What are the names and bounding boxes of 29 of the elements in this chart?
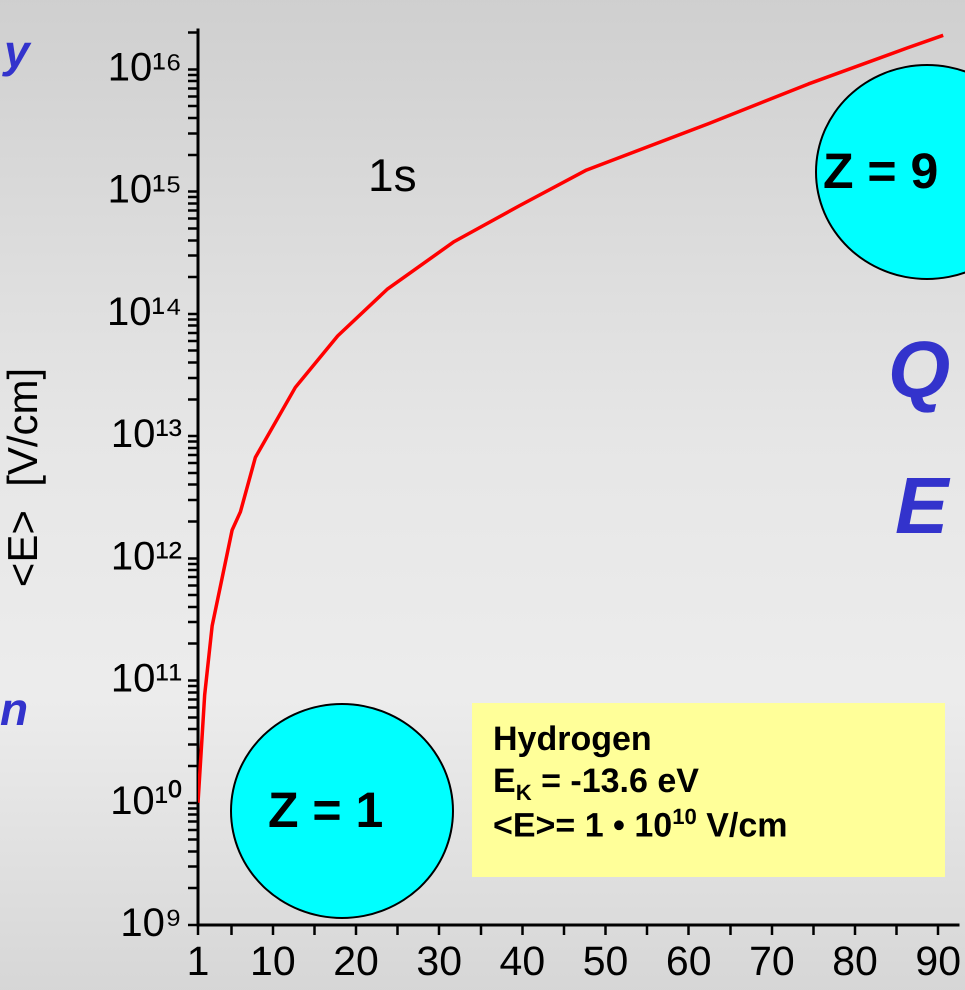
annotation: Z = 1 — [268, 782, 384, 838]
x-tick-label: 10 — [250, 938, 296, 984]
x-tick-label: 40 — [500, 938, 546, 984]
y-tick-label: 10¹¹ — [110, 656, 182, 701]
x-tick-label: 80 — [832, 938, 878, 984]
text: n — [0, 683, 28, 735]
annotation: Hydrogen — [493, 720, 652, 758]
x-tick-label: 50 — [582, 938, 628, 984]
y-tick-label: 10¹⁶ — [108, 45, 182, 90]
x-tick-label: 1 — [186, 938, 210, 984]
annotation: Q — [888, 325, 950, 414]
text: y — [4, 25, 30, 77]
y-axis-title: <E> [V/cm] — [0, 368, 46, 588]
annotation: <E>= 1 • 10$^{10}$ V/cm — [493, 804, 788, 844]
y-tick-label: 10¹⁵ — [108, 168, 182, 212]
y-tick-label: 10¹³ — [110, 412, 182, 456]
x-tick-label: 60 — [666, 938, 712, 984]
y-tick-label: 10⁹ — [120, 901, 182, 946]
y-tick-label: 10¹⁰ — [110, 778, 182, 823]
annotation: E — [895, 461, 948, 550]
annotation: E$_{K}$ = -13.6 eV — [493, 762, 699, 805]
y-tick-label: 10¹² — [110, 534, 182, 578]
x-tick-label: 30 — [416, 938, 462, 984]
y-tick-label: 10¹⁴ — [107, 290, 182, 334]
x-tick-label: 90 — [915, 938, 961, 984]
annotation: Z = 9 — [823, 143, 938, 199]
x-tick-label: 20 — [333, 938, 379, 984]
x-tick-label: 70 — [749, 938, 795, 984]
annotation: 1s — [368, 149, 417, 201]
